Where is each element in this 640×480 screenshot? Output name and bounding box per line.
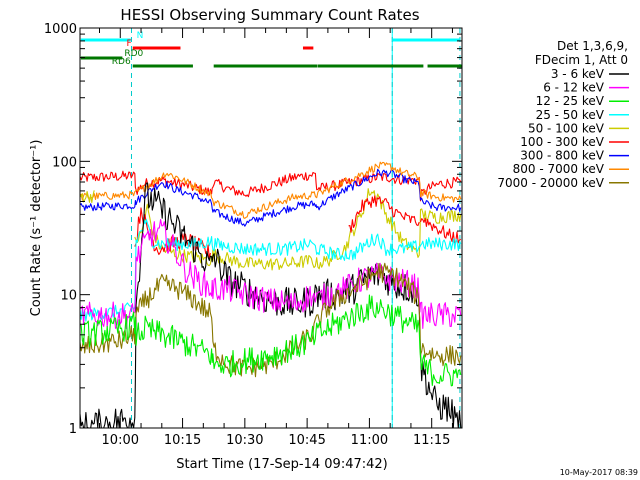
x-tick-label-0: 10:00: [102, 433, 139, 448]
legend: Det 1,3,6,9, FDecim 1, Att 0 3 - 6 keV6 …: [497, 39, 629, 190]
x-tick-label-4: 11:00: [351, 433, 388, 448]
x-axis-label: Start Time (17-Sep-14 09:47:42): [176, 457, 387, 472]
bar-label-n: N: [137, 31, 144, 41]
bar-label-rd6: RD6: [112, 57, 131, 67]
y-tick-label-1: 10: [60, 289, 77, 304]
series-line-6: [348, 195, 420, 233]
x-tick-label-1: 10:15: [164, 433, 201, 448]
legend-entry-label-6: 300 - 800 keV: [520, 149, 604, 163]
legend-header-line-2: FDecim 1, Att 0: [535, 53, 628, 67]
series-line-8: [79, 182, 462, 429]
legend-entry-label-7: 800 - 7000 keV: [513, 162, 605, 176]
series-line-11: [79, 294, 462, 387]
y-axis-label: Count Rate (s⁻¹ detector⁻¹): [29, 140, 44, 317]
series-line-2: [79, 161, 462, 219]
series-line-3: [79, 188, 462, 271]
y-tick-label-0: 1: [69, 422, 77, 437]
legend-entry-label-1: 6 - 12 keV: [543, 81, 605, 95]
bar-label-rd0: RD0: [124, 49, 143, 59]
series-line-5: [419, 217, 462, 244]
x-tick-label-2: 10:30: [226, 433, 263, 448]
y-tick-label-3: 1000: [44, 22, 77, 37]
legend-entry-label-3: 25 - 50 keV: [536, 108, 605, 122]
legend-entry-label-2: 12 - 25 keV: [536, 94, 605, 108]
x-tick-label-3: 10:45: [288, 433, 325, 448]
series-line-1: [79, 168, 462, 227]
y-tick-label-2: 100: [52, 155, 77, 170]
axes-layer: 10:00 10:15 10:30 10:45 11:00 11:15 1 10 100 1000: [44, 22, 462, 448]
footer-timestamp: 10-May-2017 08:39: [560, 468, 638, 477]
legend-header-line-1: Det 1,3,6,9,: [557, 39, 628, 53]
bar-label-f: F: [127, 39, 132, 49]
series-layer: [79, 161, 462, 429]
legend-entry-label-8: 7000 - 20000 keV: [497, 176, 604, 190]
chart-title: HESSI Observing Summary Count Rates: [120, 6, 419, 24]
plot-frame: [79, 27, 463, 429]
legend-entry-label-0: 3 - 6 keV: [551, 67, 605, 81]
legend-entry-label-5: 100 - 300 keV: [520, 135, 604, 149]
series-line-9: [79, 218, 462, 330]
series-line-0: [79, 170, 462, 202]
legend-entry-label-4: 50 - 100 keV: [528, 121, 605, 135]
x-tick-label-5: 11:15: [413, 433, 450, 448]
